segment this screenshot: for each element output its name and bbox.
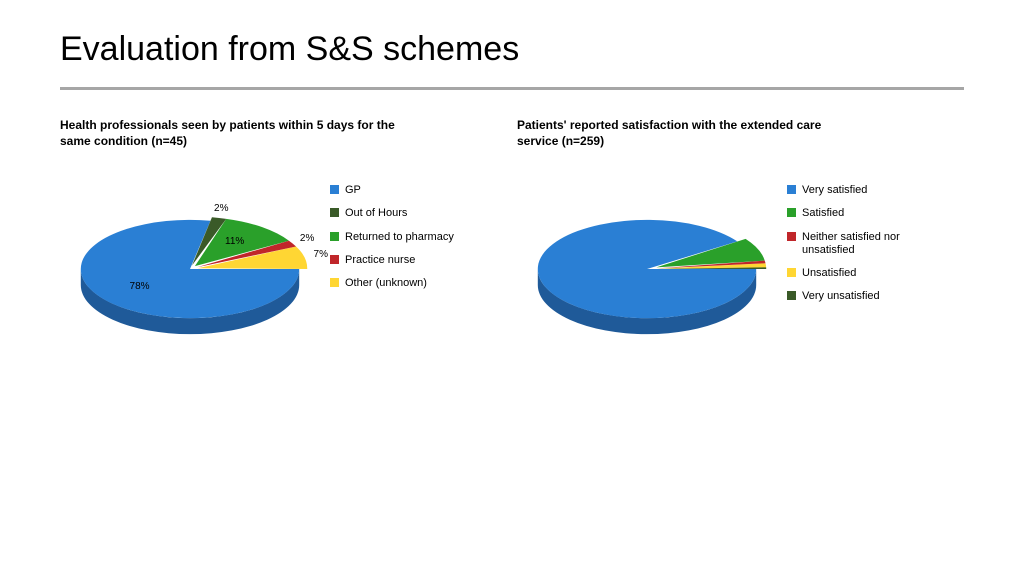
chart-panel-right: Patients' reported satisfaction with the… <box>517 118 964 359</box>
chart-panel-left: Health professionals seen by patients wi… <box>60 118 507 359</box>
slice-label: 7% <box>314 249 328 260</box>
pie-chart-left: 78%2%11%2%7% <box>60 159 320 359</box>
legend-swatch <box>787 185 796 194</box>
slide: Evaluation from S&S schemes Health profe… <box>0 0 1024 576</box>
chart-body-left: 78%2%11%2%7% GPOut of HoursReturned to p… <box>60 159 507 359</box>
legend-swatch <box>330 278 339 287</box>
legend-swatch <box>330 255 339 264</box>
legend-item: Unsatisfied <box>787 267 932 280</box>
legend-item: Returned to pharmacy <box>330 231 454 244</box>
legend-swatch <box>787 268 796 277</box>
legend-item: Neither satisfied nor unsatisfied <box>787 231 932 257</box>
chart-body-right: Very satisfied Satisfied Neither satisfied… <box>517 159 964 359</box>
legend-label: Neither satisfied nor unsatisfied <box>802 231 932 257</box>
legend-item: Other (unknown) <box>330 277 454 290</box>
slice-label: 2% <box>214 203 228 214</box>
legend-label: Very unsatisfied <box>802 290 880 303</box>
chart-title-right: Patients' reported satisfaction with the… <box>517 118 857 149</box>
legend-item: Very unsatisfied <box>787 290 932 303</box>
legend-label: Out of Hours <box>345 207 407 220</box>
legend-swatch <box>330 208 339 217</box>
legend-swatch <box>787 232 796 241</box>
slice-label: 78% <box>130 281 150 292</box>
legend-right: Very satisfied Satisfied Neither satisfied… <box>787 184 932 303</box>
legend-swatch <box>787 291 796 300</box>
legend-label: Other (unknown) <box>345 277 427 290</box>
legend-item: Very satisfied <box>787 184 932 197</box>
legend-item: Out of Hours <box>330 207 454 220</box>
legend-label: Unsatisfied <box>802 267 856 280</box>
legend-label: Very satisfied <box>802 184 867 197</box>
slice-label: 11% <box>225 236 244 247</box>
divider <box>60 87 964 90</box>
chart-title-left: Health professionals seen by patients wi… <box>60 118 400 149</box>
charts-row: Health professionals seen by patients wi… <box>60 118 964 359</box>
pie-chart-right <box>517 159 777 359</box>
page-title: Evaluation from S&S schemes <box>60 30 964 69</box>
legend-label: Returned to pharmacy <box>345 231 454 244</box>
legend-label: Satisfied <box>802 207 844 220</box>
legend-item: Satisfied <box>787 207 932 220</box>
legend-item: Practice nurse <box>330 254 454 267</box>
legend-label: Practice nurse <box>345 254 415 267</box>
pie-slice <box>538 220 756 318</box>
legend-left: GP Out of Hours Returned to pharmacy Practi… <box>330 184 454 290</box>
slice-label: 2% <box>300 233 314 244</box>
legend-item: GP <box>330 184 454 197</box>
legend-swatch <box>787 208 796 217</box>
legend-swatch <box>330 232 339 241</box>
legend-label: GP <box>345 184 361 197</box>
legend-swatch <box>330 185 339 194</box>
